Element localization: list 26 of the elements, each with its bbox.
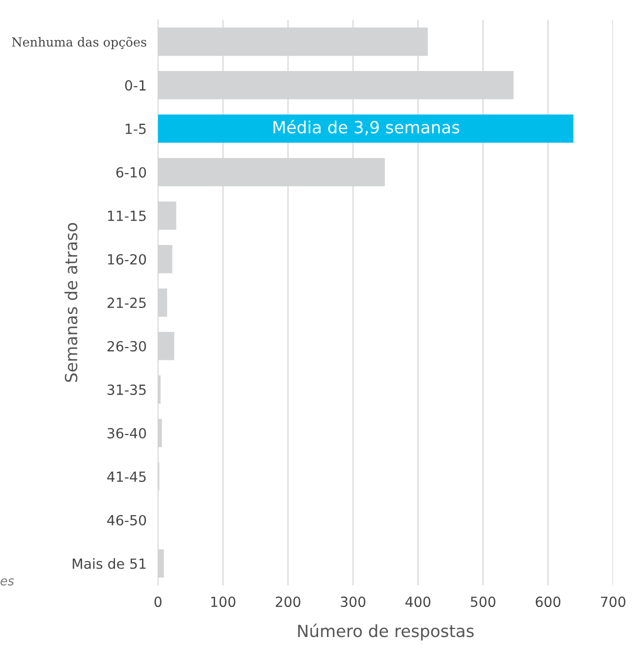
y-tick-label: 36-40	[108, 428, 146, 438]
y-tick-label: 6-10	[116, 167, 146, 178]
x-tick-label: 0	[154, 596, 162, 608]
x-tick-label: 400	[405, 596, 430, 608]
x-tick-label: 200	[276, 596, 300, 608]
x-tick-label: 100	[211, 596, 236, 608]
annotation: Média de 3,9 semanas	[274, 120, 460, 136]
bar	[158, 114, 574, 143]
text: es	[0, 578, 14, 586]
y-tick-label: 26-30	[108, 341, 146, 352]
y-tick-label: 0-1	[125, 80, 146, 91]
y-tick-label: 46-50	[107, 514, 146, 526]
x-axis-title: Número de respostas	[298, 624, 474, 640]
y-tick-label: 1-5	[126, 124, 146, 134]
x-tick-label: 600	[536, 596, 560, 608]
y-tick-label: 16-20	[108, 254, 146, 265]
y-tick-label: Mais de 51	[72, 558, 146, 569]
y-axis-title: Semanas de atraso	[64, 223, 78, 382]
y-tick-label: 41-45	[107, 472, 146, 482]
x-tick-label: 300	[340, 596, 366, 608]
x-tick-label: 700	[600, 596, 626, 608]
y-tick-label: 31-35	[108, 384, 146, 396]
y-tick-label: 21-25	[108, 298, 146, 308]
y-tick-label: Nenhuma das opções	[12, 36, 146, 50]
x-tick-label: 500	[470, 596, 496, 608]
y-tick-label: 11-15	[108, 210, 146, 222]
